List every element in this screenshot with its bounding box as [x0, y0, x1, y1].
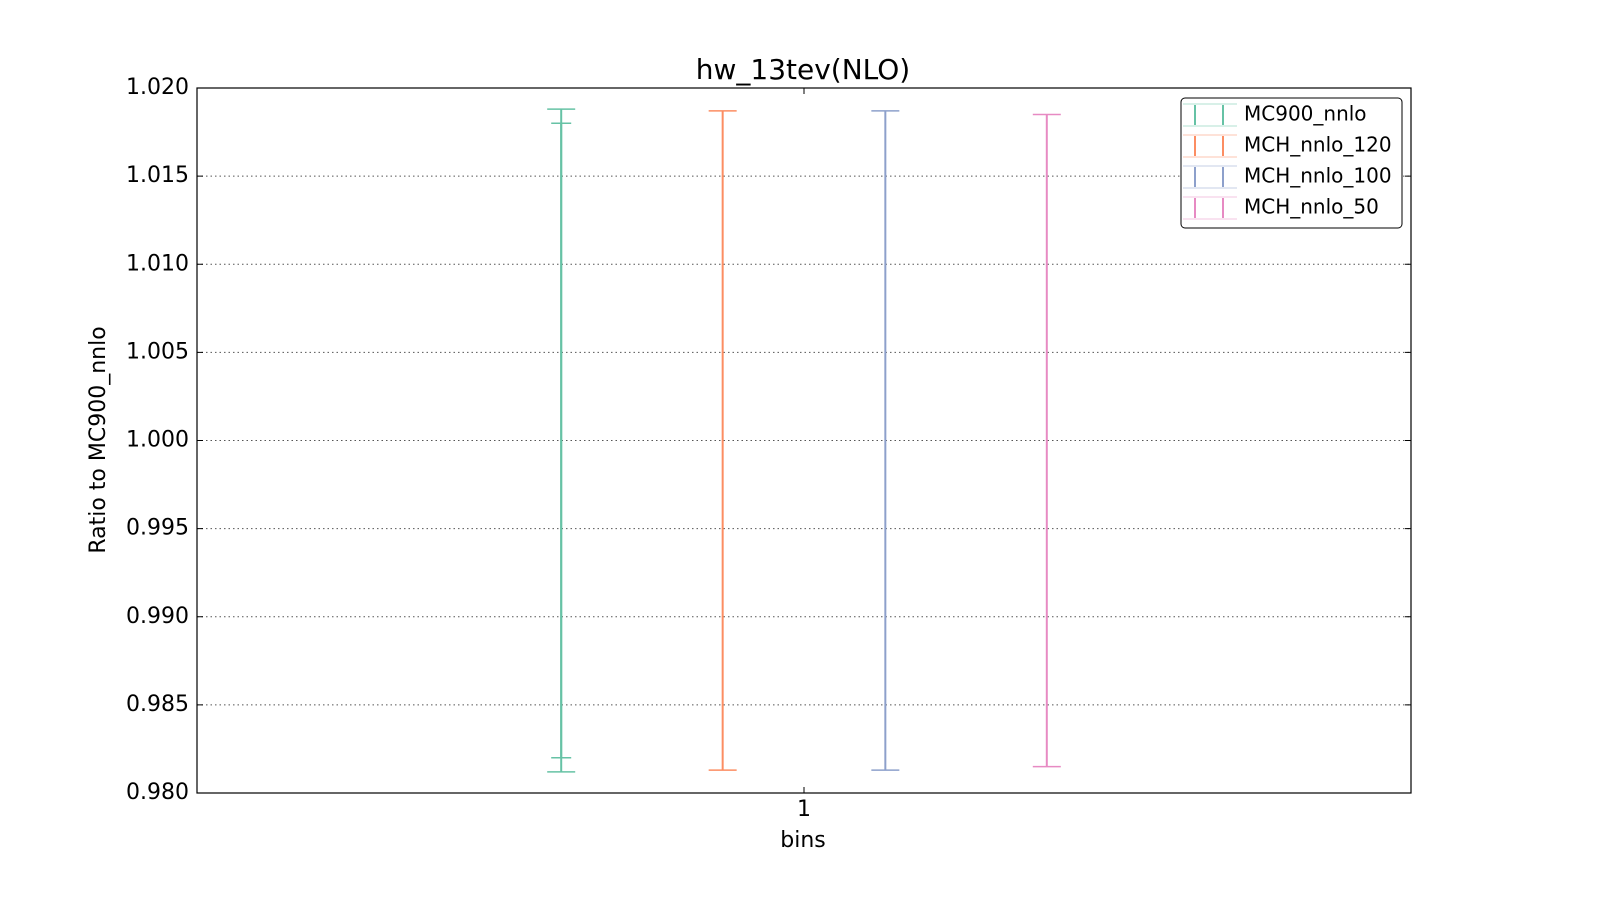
x-axis-label: bins — [780, 828, 825, 853]
y-tick-label: 0.980 — [126, 780, 189, 805]
legend-label: MCH_nnlo_50 — [1244, 195, 1379, 219]
y-axis-label: Ratio to MC900_nnlo — [86, 326, 111, 553]
legend-label: MCH_nnlo_120 — [1244, 133, 1392, 157]
legend-label: MC900_nnlo — [1244, 102, 1367, 126]
legend-box — [1180, 97, 1403, 229]
legend-label: MCH_nnlo_100 — [1244, 164, 1392, 188]
y-tick-label: 1.020 — [126, 75, 189, 100]
y-tick-label: 0.985 — [126, 692, 189, 717]
y-tick-label: 1.000 — [126, 428, 189, 453]
y-tick-label: 0.990 — [126, 604, 189, 629]
x-tick-label: 1 — [797, 797, 811, 822]
y-tick-label: 0.995 — [126, 516, 189, 541]
y-tick-label: 1.005 — [126, 339, 189, 364]
chart-title: hw_13tev(NLO) — [696, 53, 910, 86]
plot-frame — [196, 87, 1412, 794]
y-tick-label: 1.015 — [126, 163, 189, 188]
y-tick-label: 1.010 — [126, 251, 189, 276]
